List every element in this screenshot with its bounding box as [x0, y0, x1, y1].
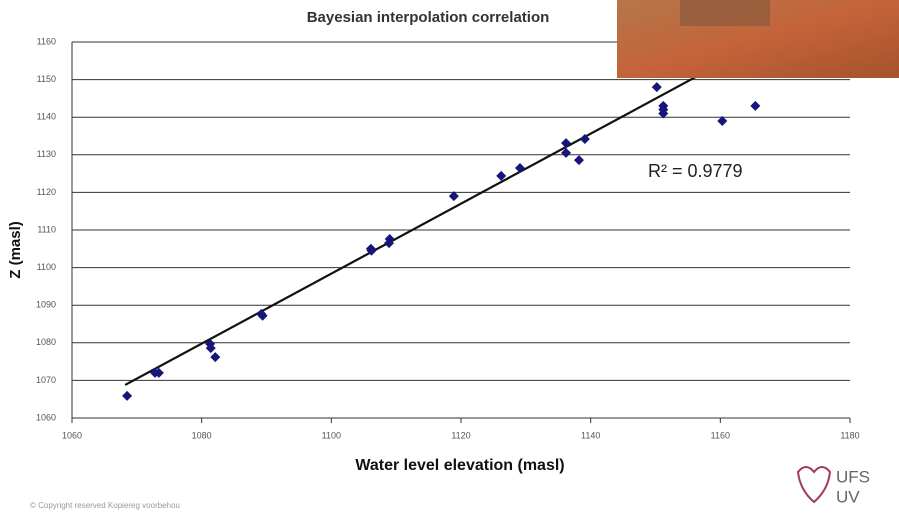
x-tick-label: 1100 [322, 430, 341, 440]
x-axis-label: Water level elevation (masl) [355, 457, 564, 474]
x-tick-label: 1120 [451, 430, 470, 440]
y-tick-label: 1160 [37, 36, 56, 46]
y-tick-label: 1090 [36, 300, 56, 310]
y-tick-label: 1080 [36, 337, 56, 347]
y-tick-label: 1140 [37, 112, 56, 122]
copyright: © Copyright reserved Kopiereg voorbehou [30, 501, 180, 510]
logo-bottom: UV [836, 487, 860, 506]
x-tick-label: 1080 [192, 430, 212, 440]
y-tick-label: 1100 [37, 262, 56, 272]
y-tick-label: 1110 [37, 224, 56, 234]
y-tick-label: 1130 [37, 149, 56, 159]
y-tick-label: 1060 [36, 412, 56, 422]
y-tick-label: 1150 [37, 74, 56, 84]
logo-top: UFS [836, 467, 870, 486]
x-tick-label: 1140 [581, 430, 600, 440]
slide: Bayesian interpolation correlation Water… [0, 0, 899, 532]
r-squared: R² = 0.9779 [648, 161, 743, 181]
x-tick-label: 1160 [711, 430, 730, 440]
y-tick-label: 1070 [36, 375, 56, 385]
x-tick-label: 1060 [62, 430, 82, 440]
y-axis-label: Z (masl) [7, 221, 24, 279]
y-tick-label: 1120 [37, 187, 56, 197]
photo-detail [680, 0, 770, 26]
chart-title: Bayesian interpolation correlation [307, 9, 550, 26]
x-tick-label: 1180 [840, 430, 859, 440]
